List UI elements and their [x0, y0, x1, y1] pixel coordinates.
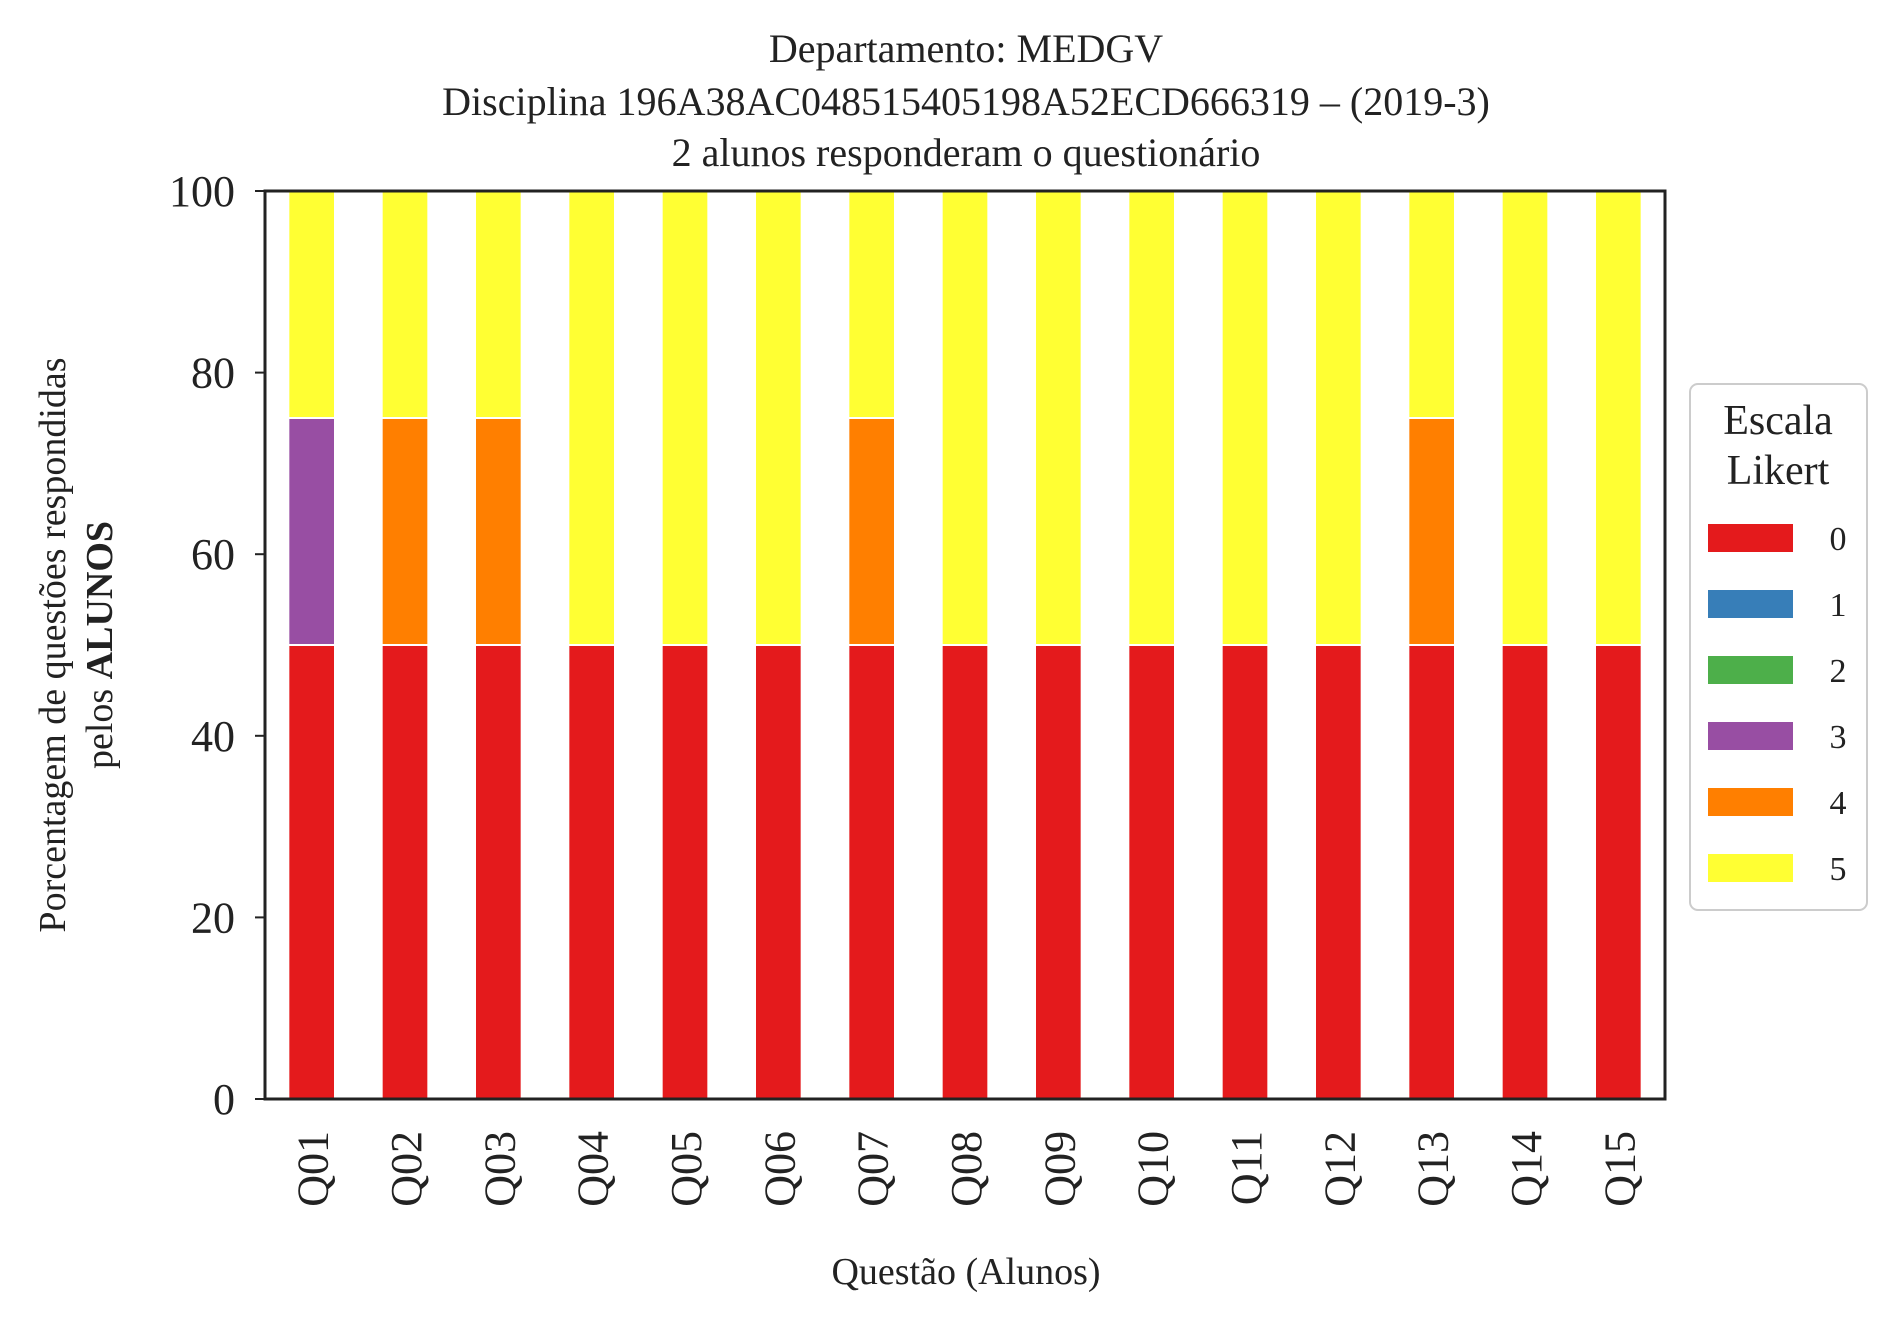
- bar-Q07-scale-5: [847, 190, 896, 419]
- bar-Q05-scale-5: [660, 190, 710, 646]
- bar-Q04-scale-5: [567, 190, 616, 646]
- legend-items: 0 1 2 3 4 5: [1708, 521, 1847, 888]
- chart-title-line-2: Disciplina 196A38AC048515405198A52ECD666…: [442, 79, 1490, 124]
- bar-Q10-scale-5: [1127, 190, 1177, 646]
- legend-swatch-0: [1708, 524, 1793, 552]
- bar-Q03-scale-4: [474, 417, 523, 646]
- legend-swatch-5: [1708, 854, 1793, 882]
- bar-Q01-scale-0: [287, 644, 337, 1100]
- y-axis-label-line-1: Porcentagem de questões respondidas: [32, 357, 74, 932]
- bar-Q02-scale-4: [380, 417, 430, 646]
- bar-Q07-scale-0: [847, 644, 896, 1100]
- bar-Q06-scale-0: [754, 644, 803, 1100]
- bar-Q05-scale-0: [660, 644, 710, 1100]
- x-tick-label: Q10: [1129, 1131, 1178, 1207]
- x-tick-label: Q05: [662, 1131, 711, 1207]
- x-tick-label: Q08: [942, 1131, 991, 1207]
- x-tick-label: Q07: [849, 1131, 898, 1207]
- x-tick-label: Q12: [1315, 1131, 1364, 1207]
- bar-Q15-scale-5: [1594, 190, 1643, 646]
- bar-Q08-scale-0: [940, 644, 990, 1100]
- y-tick-label: 40: [191, 712, 235, 761]
- legend-swatch-1: [1708, 590, 1793, 618]
- bar-Q13-scale-0: [1407, 644, 1457, 1100]
- bars-group: [287, 190, 1643, 1100]
- bar-Q12-scale-5: [1314, 190, 1363, 646]
- x-tick-label: Q09: [1035, 1131, 1084, 1207]
- bar-Q01-scale-3: [287, 417, 337, 646]
- y-tick-label: 100: [169, 167, 235, 216]
- legend-label-5: 5: [1830, 851, 1847, 888]
- plot-frame: [263, 189, 1667, 1101]
- bar-Q10-scale-0: [1127, 644, 1177, 1100]
- bar-Q13-scale-4: [1407, 417, 1457, 646]
- bar-Q11-scale-0: [1220, 644, 1270, 1100]
- bar-Q09-scale-5: [1034, 190, 1083, 646]
- x-tick-label: Q01: [289, 1131, 338, 1207]
- x-tick-label: Q03: [475, 1131, 524, 1207]
- y-axis-label-bold: ALUNOS: [79, 521, 121, 679]
- bar-Q13-scale-5: [1407, 190, 1457, 419]
- bar-Q09-scale-0: [1034, 644, 1083, 1100]
- legend-swatch-2: [1708, 656, 1793, 684]
- x-tick-label: Q06: [755, 1131, 804, 1207]
- legend-title-line-1: Escala: [1723, 398, 1833, 444]
- y-axis-label-prefix: pelos: [79, 679, 121, 769]
- bar-Q11-scale-5: [1220, 190, 1270, 646]
- bar-Q08-scale-5: [940, 190, 990, 646]
- bar-Q03-scale-0: [474, 644, 523, 1100]
- bar-Q06-scale-5: [754, 190, 803, 646]
- bar-Q15-scale-0: [1594, 644, 1643, 1100]
- bar-Q04-scale-0: [567, 644, 616, 1100]
- x-tick-label: Q11: [1222, 1131, 1271, 1205]
- y-tick-label: 60: [191, 530, 235, 579]
- y-tick-label: 80: [191, 349, 235, 398]
- bar-Q03-scale-5: [474, 190, 523, 419]
- legend: Escala Likert 0 1 2 3 4 5: [1689, 383, 1868, 911]
- bar-Q07-scale-4: [847, 417, 896, 646]
- bar-Q02-scale-5: [380, 190, 430, 419]
- legend-label-3: 3: [1830, 719, 1847, 756]
- x-axis-label: Questão (Alunos): [831, 1251, 1100, 1293]
- legend-label-2: 2: [1830, 653, 1847, 690]
- legend-title-line-2: Likert: [1727, 448, 1830, 494]
- legend-label-1: 1: [1830, 587, 1847, 624]
- legend-frame: [1689, 383, 1868, 911]
- legend-swatch-3: [1708, 722, 1793, 750]
- bar-Q14-scale-0: [1500, 644, 1550, 1100]
- x-tick-label: Q04: [569, 1131, 618, 1207]
- y-ticks-group: 0 20 40 60 80 100: [169, 167, 265, 1124]
- x-tick-label: Q13: [1409, 1131, 1458, 1207]
- bar-Q12-scale-0: [1314, 644, 1363, 1100]
- legend-swatch-4: [1708, 788, 1793, 816]
- x-ticks-group: Q01 Q02 Q03 Q04 Q05 Q06 Q07 Q08 Q09 Q10 Q11 Q12 Q13 Q…: [289, 1131, 1645, 1207]
- bar-Q02-scale-0: [380, 644, 430, 1100]
- y-tick-label: 20: [191, 893, 235, 942]
- x-tick-label: Q15: [1595, 1131, 1644, 1207]
- y-tick-label: 0: [213, 1075, 235, 1124]
- legend-label-0: 0: [1830, 521, 1847, 558]
- x-tick-label: Q02: [382, 1131, 431, 1207]
- bar-Q14-scale-5: [1500, 190, 1550, 646]
- legend-label-4: 4: [1830, 785, 1847, 822]
- y-axis-label-line-2: pelos ALUNOS: [79, 521, 121, 769]
- x-tick-label: Q14: [1502, 1131, 1551, 1207]
- bar-Q01-scale-5: [287, 190, 337, 419]
- chart-title-line-3: 2 alunos responderam o questionário: [672, 130, 1261, 175]
- chart-title-line-1: Departamento: MEDGV: [769, 26, 1163, 71]
